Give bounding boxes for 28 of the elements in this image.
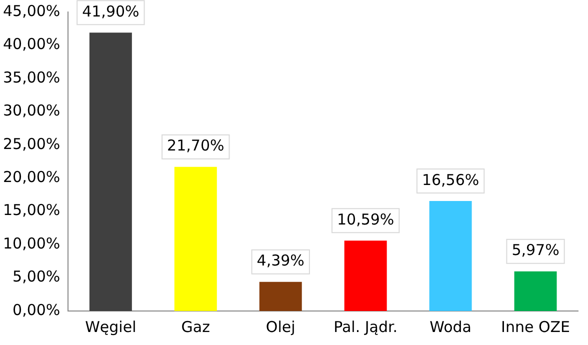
- y-tick-label: 45,00%: [2, 2, 60, 20]
- bar: [174, 166, 217, 311]
- bar: [259, 282, 302, 311]
- y-tick-label: 10,00%: [2, 234, 60, 252]
- y-tick-label: 5,00%: [12, 268, 60, 286]
- x-tick-label: Woda: [430, 318, 472, 336]
- y-tick-label: 35,00%: [2, 68, 60, 86]
- x-tick-label: Pal. Jądr.: [334, 318, 398, 336]
- bar: [344, 240, 387, 311]
- bar: [429, 200, 472, 311]
- y-tick-label: 15,00%: [2, 201, 60, 220]
- bar: [514, 271, 557, 311]
- data-label: 4,39%: [256, 252, 304, 270]
- x-tick-label: Węgiel: [85, 318, 136, 336]
- y-tick-label: 25,00%: [2, 134, 60, 153]
- bar: [89, 32, 132, 311]
- data-label: 21,70%: [167, 136, 224, 155]
- y-tick-label: 30,00%: [2, 102, 60, 120]
- x-tick-label: Gaz: [181, 318, 210, 336]
- data-label: 10,59%: [336, 210, 394, 229]
- x-tick-label: Olej: [266, 318, 296, 336]
- y-tick-label: 20,00%: [2, 168, 60, 186]
- data-label: 5,97%: [512, 241, 560, 260]
- y-tick-label: 40,00%: [2, 35, 60, 54]
- y-tick-label: 0,00%: [12, 300, 60, 319]
- data-label: 41,90%: [82, 2, 140, 20]
- data-label: 16,56%: [422, 170, 480, 189]
- x-tick-label: Inne OZE: [501, 318, 570, 336]
